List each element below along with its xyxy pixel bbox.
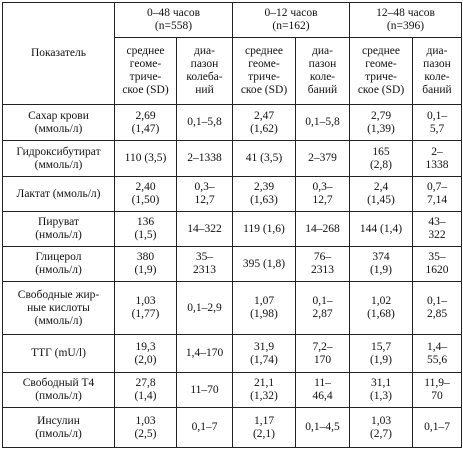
- cell-value: 0,1–5,8: [295, 104, 350, 141]
- cell-value: 136 (1,5): [114, 211, 177, 247]
- cell-value: 1,03 (2,7): [349, 407, 413, 448]
- cell-value: 41 (3,5): [232, 140, 296, 177]
- cell-value: 21,1 (1,32): [232, 372, 296, 408]
- table-row: Свободный Т4 (пмоль/л) 27,8 (1,4) 11–70 …: [2, 372, 462, 408]
- row-label: Инсулин (пмоль/л): [2, 407, 115, 448]
- cell-value: 15,7 (1,9): [349, 334, 413, 373]
- cell-value: 144 (1,4): [349, 211, 413, 247]
- row-label: Гидроксибутират (ммоль/л): [2, 140, 115, 177]
- subheader-range: диа- пазон коле- баний: [412, 37, 462, 105]
- cell-value: 27,8 (1,4): [114, 372, 177, 408]
- cell-value: 2,47 (1,62): [232, 104, 296, 141]
- cell-value: 31,1 (1,3): [349, 372, 413, 408]
- cell-value: 1,4– 55,6: [412, 334, 462, 373]
- cell-value: 0,1– 2,87: [295, 281, 350, 335]
- cell-value: 0,3– 12,7: [176, 176, 233, 212]
- cell-value: 374 (1,9): [349, 246, 413, 282]
- cell-value: 2,4 (1,45): [349, 176, 413, 212]
- cell-value: 14–322: [176, 211, 233, 247]
- cell-value: 2,39 (1,63): [232, 176, 296, 212]
- cell-value: 165 (2,8): [349, 140, 413, 177]
- table-row: Сахар крови (ммоль/л) 2,69 (1,47) 0,1–5,…: [2, 104, 462, 141]
- cell-value: 11,9– 70: [412, 372, 462, 408]
- cell-value: 0,1–4,5: [295, 407, 350, 448]
- cell-value: 76– 2313: [295, 246, 350, 282]
- group-header-0-12: 0–12 часов (n=162): [232, 2, 350, 38]
- cell-value: 0,1– 2,85: [412, 281, 462, 335]
- cell-value: 19,3 (2,0): [114, 334, 177, 373]
- cell-value: 7,2– 170: [295, 334, 350, 373]
- header-row-groups: Показатель 0–48 часов (n=558) 0–12 часов…: [2, 2, 462, 105]
- indicator-header: Показатель: [2, 2, 115, 105]
- cell-value: 14–268: [295, 211, 350, 247]
- row-label: Сахар крови (ммоль/л): [2, 104, 115, 141]
- cell-value: 11–70: [176, 372, 233, 408]
- cell-value: 0,1–7: [412, 407, 462, 448]
- row-label: Свободный Т4 (пмоль/л): [2, 372, 115, 408]
- row-label: Свободные жир- ные кислоты (ммоль/л): [2, 281, 115, 335]
- subheader-range: диа- пазон колеба- ний: [176, 37, 233, 105]
- cell-value: 1,4–170: [176, 334, 233, 373]
- cell-value: 2–1338: [176, 140, 233, 177]
- cell-value: 1,03 (1,77): [114, 281, 177, 335]
- table-row: Свободные жир- ные кислоты (ммоль/л) 1,0…: [2, 281, 462, 335]
- table-row: ТТГ (mU/l) 19,3 (2,0) 1,4–170 31,9 (1,74…: [2, 334, 462, 373]
- cell-value: 0,7– 7,14: [412, 176, 462, 212]
- cell-value: 0,3– 12,7: [295, 176, 350, 212]
- cell-value: 119 (1,6): [232, 211, 296, 247]
- cell-value: 11– 46,4: [295, 372, 350, 408]
- cell-value: 0,1–7: [176, 407, 233, 448]
- cell-value: 1,03 (2,5): [114, 407, 177, 448]
- cell-value: 395 (1,8): [232, 246, 296, 282]
- cell-value: 2– 1338: [412, 140, 462, 177]
- cell-value: 2–379: [295, 140, 350, 177]
- cell-value: 2,69 (1,47): [114, 104, 177, 141]
- subheader-mean: среднее геоме- триче- ское (SD): [349, 37, 413, 105]
- cell-value: 35– 1620: [412, 246, 462, 282]
- subheader-mean: среднее геоме- триче- ское (SD): [114, 37, 177, 105]
- header-row-sub: среднее геоме- триче- ское (SD) диа- паз…: [3, 37, 462, 105]
- subheader-range: диа- пазон коле- баний: [295, 37, 350, 105]
- group-header-0-48: 0–48 часов (n=558): [114, 2, 233, 38]
- table-row: Лактат (ммоль/л) 2,40 (1,50) 0,3– 12,7 2…: [2, 176, 462, 212]
- table-row: Глицерол (нмоль/л) 380 (1,9) 35– 2313 39…: [2, 246, 462, 282]
- cell-value: 1,17 (2,1): [232, 407, 296, 448]
- row-label: Лактат (ммоль/л): [2, 176, 115, 212]
- cell-value: 0,1–5,8: [176, 104, 233, 141]
- cell-value: 35– 2313: [176, 246, 233, 282]
- cell-value: 0,1–2,9: [176, 281, 233, 335]
- cell-value: 380 (1,9): [114, 246, 177, 282]
- table-row: Инсулин (пмоль/л) 1,03 (2,5) 0,1–7 1,17 …: [2, 407, 462, 448]
- table-row: Гидроксибутират (ммоль/л) 110 (3,5) 2–13…: [2, 140, 462, 177]
- subheader-mean: среднее геоме- триче- ское (SD): [232, 37, 296, 105]
- cell-value: 43– 322: [412, 211, 462, 247]
- cell-value: 31,9 (1,74): [232, 334, 296, 373]
- cell-value: 110 (3,5): [114, 140, 177, 177]
- table-row: Пируват (нмоль/л) 136 (1,5) 14–322 119 (…: [2, 211, 462, 247]
- cell-value: 1,07 (1,98): [232, 281, 296, 335]
- cell-value: 2,40 (1,50): [114, 176, 177, 212]
- cell-value: 2,79 (1,39): [349, 104, 413, 141]
- row-label: Глицерол (нмоль/л): [2, 246, 115, 282]
- cell-value: 0,1– 5,7: [412, 104, 462, 141]
- group-header-12-48: 12–48 часов (n=396): [349, 2, 462, 38]
- row-label: ТТГ (mU/l): [2, 334, 115, 373]
- row-label: Пируват (нмоль/л): [2, 211, 115, 247]
- cell-value: 1,02 (1,68): [349, 281, 413, 335]
